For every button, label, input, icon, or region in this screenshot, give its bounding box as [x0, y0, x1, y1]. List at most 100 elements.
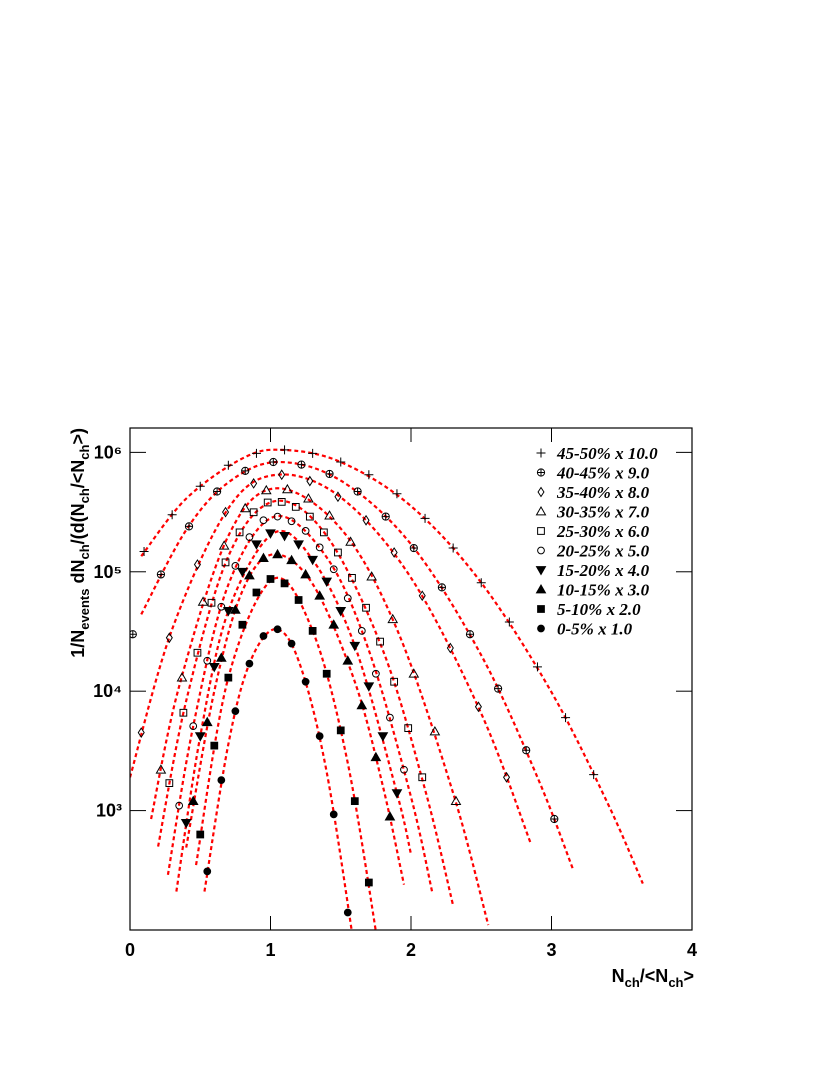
data-point — [494, 684, 503, 693]
data-point — [218, 540, 230, 550]
data-point — [561, 713, 571, 723]
data-point — [222, 506, 230, 518]
data-point — [193, 648, 202, 657]
data-point — [237, 567, 248, 578]
y-axis-title-part: events — [77, 589, 92, 630]
data-point — [420, 513, 430, 523]
data-point — [306, 475, 314, 487]
x-axis-title-part: ch — [668, 975, 683, 990]
legend-label: 10-15% x 3.0 — [557, 581, 650, 600]
data-point — [353, 487, 362, 496]
data-point — [418, 773, 427, 782]
data-point — [189, 722, 198, 730]
data-point — [364, 878, 373, 887]
data-point — [197, 596, 209, 606]
data-point — [314, 590, 326, 600]
y-axis-title-part: /<N — [68, 460, 88, 489]
data-point — [175, 801, 184, 810]
data-point — [184, 522, 194, 531]
data-point — [335, 607, 347, 617]
data-point — [269, 457, 278, 467]
data-point — [301, 677, 310, 686]
fit-curve — [149, 487, 490, 926]
data-point — [231, 562, 240, 570]
data-point — [409, 543, 418, 553]
data-point — [215, 652, 227, 662]
data-point — [165, 779, 174, 787]
data-point — [474, 701, 482, 713]
data-point — [251, 540, 262, 550]
data-point — [245, 533, 254, 541]
legend-label: 45-50% x 10.0 — [556, 444, 658, 463]
y-axis-title-part: 1/N — [68, 630, 88, 658]
data-point — [315, 543, 324, 552]
data-point — [281, 483, 293, 494]
data-point — [193, 559, 201, 570]
data-point — [384, 811, 396, 821]
data-point — [408, 668, 420, 678]
data-point — [362, 514, 370, 526]
data-point — [446, 642, 454, 654]
data-point — [297, 460, 306, 469]
x-axis-title: Nch/<Nch> — [612, 966, 694, 990]
data-point — [386, 713, 394, 722]
data-point — [343, 594, 352, 603]
data-point — [263, 498, 272, 507]
data-point — [265, 529, 276, 539]
legend-marker — [536, 468, 546, 477]
fit-curve — [194, 576, 377, 930]
data-point — [139, 546, 149, 556]
y-tick-label: 10⁴ — [93, 681, 122, 701]
data-point — [390, 677, 399, 686]
x-tick-label: 2 — [406, 940, 416, 960]
data-point — [155, 764, 167, 774]
data-point — [280, 445, 290, 455]
data-point — [429, 725, 441, 736]
data-point — [589, 770, 599, 780]
data-point — [251, 448, 261, 458]
data-point — [250, 477, 258, 489]
data-point — [329, 565, 338, 574]
data-point — [194, 732, 206, 742]
data-point — [221, 558, 230, 567]
data-point — [176, 672, 188, 682]
data-point — [223, 460, 233, 470]
data-point — [305, 512, 314, 521]
data-point — [165, 632, 173, 644]
legend-marker — [537, 624, 545, 633]
data-point — [203, 656, 212, 665]
marker-layer — [130, 445, 599, 917]
data-point — [266, 575, 275, 583]
data-point — [376, 637, 384, 646]
data-point — [377, 732, 389, 742]
data-point — [210, 741, 219, 750]
data-point — [259, 516, 268, 525]
data-point — [325, 469, 334, 479]
fit-curve — [157, 499, 455, 906]
data-point — [476, 578, 486, 588]
legend-label: 30-35% x 7.0 — [556, 503, 650, 522]
data-point — [252, 588, 261, 597]
data-point — [315, 732, 324, 740]
legend-label: 15-20% x 4.0 — [557, 561, 650, 580]
data-point — [343, 908, 352, 917]
data-point — [366, 571, 378, 581]
data-point — [363, 682, 375, 692]
data-point — [245, 659, 254, 668]
legend-label: 20-25% x 5.0 — [556, 542, 650, 561]
data-point — [238, 620, 247, 629]
x-tick-label: 4 — [687, 940, 697, 960]
data-point — [291, 502, 300, 511]
data-point — [259, 632, 268, 640]
data-point — [273, 625, 282, 634]
data-point — [307, 555, 319, 566]
data-point — [391, 789, 403, 799]
legend-label: 5-10% x 2.0 — [557, 600, 641, 619]
legend-label: 35-40% x 8.0 — [556, 483, 650, 502]
y-axis-title: 1/Nevents dNch/(d(Nch/<Nch>) — [68, 428, 92, 658]
data-point — [392, 489, 402, 499]
y-axis-title-part: ch — [77, 444, 92, 459]
data-point — [342, 655, 354, 665]
data-point — [235, 528, 244, 537]
y-axis-title-part: ch — [77, 488, 92, 503]
